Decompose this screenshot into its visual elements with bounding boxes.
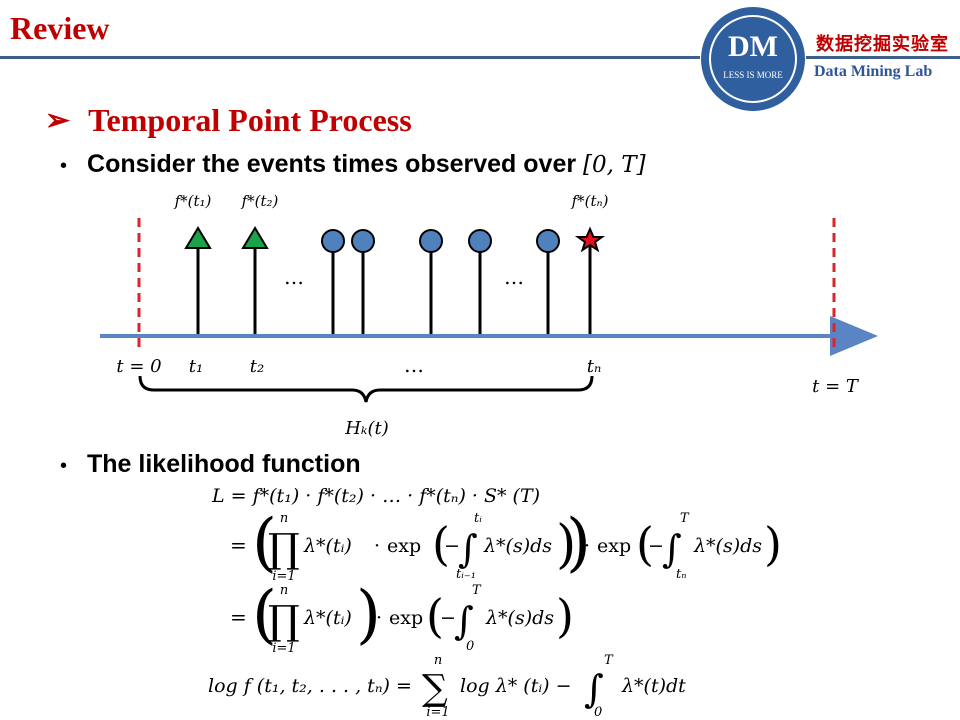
eq3-prod: ∏ — [268, 598, 300, 644]
bullet-events: • Consider the events times observed over… — [60, 150, 646, 179]
eq2-int-upper: tᵢ — [474, 511, 482, 526]
eq2-lambda: λ*(tᵢ) — [303, 535, 352, 557]
eq2-int2-upper: T — [680, 511, 690, 526]
eq2-lparen2: ( — [432, 517, 450, 571]
t0-label: t = 0 — [116, 356, 161, 377]
eq2-integral: ∫ — [458, 527, 478, 571]
eq2-dot: · — [374, 535, 380, 557]
eq2-minus2: − — [648, 535, 664, 557]
eq2-lambda-s2: λ*(s)ds — [693, 535, 762, 557]
f-t1-label: f*(t₁) — [174, 192, 212, 210]
eq3-minus: − — [440, 607, 456, 629]
eq3-rparen2: ) — [556, 589, 574, 643]
lab-name-cn: 数据挖掘实验室 — [816, 34, 949, 55]
eq3-lparen2: ( — [426, 589, 444, 643]
f-t2-label: f*(t₂) — [241, 192, 279, 210]
bullet-text: The likelihood function — [87, 450, 361, 478]
event-tn-star — [574, 226, 606, 253]
bullet-text: Consider the events times observed over — [87, 150, 577, 178]
eq2-int2-lower: tₙ — [676, 567, 687, 582]
eq4-int-upper: T — [604, 653, 614, 668]
eq2-rparen3: ) — [764, 517, 782, 571]
eq2-prod-upper: n — [280, 511, 288, 526]
ellipsis-1: … — [284, 265, 304, 289]
eq3-int-lower: 0 — [466, 639, 474, 654]
eq2-int-lower: tᵢ₋₁ — [456, 567, 476, 582]
eq3-exp: exp — [389, 607, 423, 629]
section-heading: ➢ Temporal Point Process — [45, 102, 412, 139]
eq2-rparen: ) — [566, 506, 591, 580]
ellipsis-3: … — [404, 353, 424, 377]
tn-label: tₙ — [587, 356, 602, 377]
eq4-sum: ∑ — [422, 668, 448, 709]
eq3-equals: = — [230, 605, 247, 629]
eq3-lparen: ( — [252, 578, 277, 652]
section-title: Temporal Point Process — [88, 102, 412, 138]
timeline-diagram: … … … f*(t₁) f*(t₂) f*(tₙ) t = 0 t₁ t₂ t… — [100, 192, 878, 439]
eq2-equals: = — [230, 533, 247, 557]
eq2-lambda-s: λ*(s)ds — [483, 535, 552, 557]
eq3-prod-lower: i=1 — [272, 641, 295, 656]
eq2-dot2: · — [584, 535, 590, 557]
logo-subtext: LESS IS MORE — [723, 70, 783, 80]
eq2-minus: − — [444, 535, 460, 557]
eq2-rparen2: ) — [556, 515, 576, 575]
t2-label: t₂ — [250, 356, 264, 377]
eq3-lambda-s: λ*(s)ds — [485, 607, 554, 629]
t1-label: t₁ — [189, 356, 203, 377]
likelihood-equations: L = f*(t₁) · f*(t₂) · … · f*(tₙ) · S* (T… — [208, 485, 782, 720]
eq4-log-lambda: log λ* (tᵢ) − — [460, 675, 572, 697]
history-label: Hₖ(t) — [344, 418, 389, 439]
interval-math: [0, T] — [583, 152, 646, 178]
logo-text: DM — [728, 30, 778, 63]
eq3-dot: · — [376, 607, 382, 629]
eq2-exp: exp — [387, 535, 421, 557]
eq3-rparen: ) — [356, 578, 381, 652]
event-t2-triangle — [241, 226, 269, 249]
event-t1-triangle — [184, 226, 212, 249]
bullet-dot-icon: • — [60, 455, 68, 477]
eq-line-1: L = f*(t₁) · f*(t₂) · … · f*(tₙ) · S* (T… — [211, 485, 540, 507]
bullet-likelihood: • The likelihood function — [60, 450, 361, 479]
lab-logo: DM LESS IS MORE — [701, 7, 805, 111]
arrow-bullet-icon: ➢ — [45, 104, 71, 137]
event-circle — [351, 229, 375, 253]
eq4-lhs: log f (t₁, t₂, . . . , tₙ) = — [208, 675, 412, 697]
eq4-sum-lower: i=1 — [426, 705, 449, 720]
eq2-prod-lower: i=1 — [272, 569, 295, 584]
bullet-dot-icon: • — [60, 155, 68, 177]
eq4-integral: ∫ — [584, 667, 604, 711]
header-rule-left — [0, 56, 700, 59]
eq2-prod: ∏ — [268, 526, 300, 572]
eq2-exp2: exp — [597, 535, 631, 557]
page-title: Review — [10, 10, 110, 46]
history-brace — [138, 375, 594, 403]
header-rule-right — [806, 56, 960, 59]
lab-name-en: Data Mining Lab — [814, 63, 933, 80]
eq3-integral: ∫ — [454, 599, 474, 643]
eq4-lambda-t: λ*(t)dt — [621, 675, 686, 697]
eq3-lambda: λ*(tᵢ) — [303, 607, 352, 629]
eq2-lparen3: ( — [636, 517, 654, 571]
tT-label: t = T — [812, 376, 860, 397]
eq2-integral2: ∫ — [662, 527, 682, 571]
event-circle — [419, 229, 443, 253]
f-tn-label: f*(tₙ) — [571, 192, 609, 210]
event-circle — [321, 229, 345, 253]
eq2-lparen: ( — [252, 506, 277, 580]
event-circle — [536, 229, 560, 253]
eq3-prod-upper: n — [280, 583, 288, 598]
eq4-sum-upper: n — [434, 653, 442, 668]
event-circle — [468, 229, 492, 253]
eq3-int-upper: T — [472, 583, 482, 598]
ellipsis-2: … — [504, 265, 524, 289]
eq4-int-lower: 0 — [594, 705, 602, 720]
